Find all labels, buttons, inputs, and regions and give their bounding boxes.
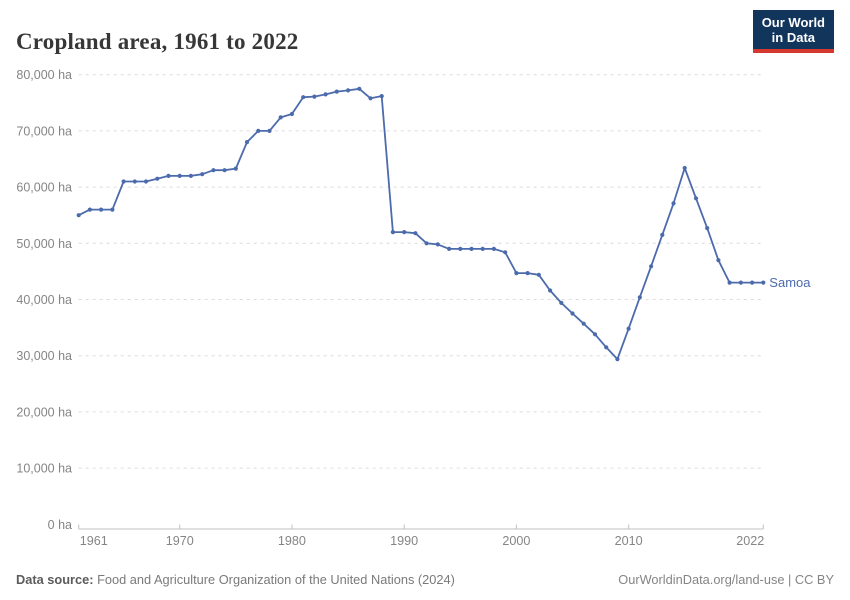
owid-logo-line1: Our World [761, 15, 825, 30]
data-point-marker [110, 207, 115, 212]
data-point-marker [76, 213, 81, 218]
data-source-text: Food and Agriculture Organization of the… [93, 572, 455, 587]
data-point-marker [166, 173, 171, 178]
chart-footer: Data source: Food and Agriculture Organi… [16, 572, 834, 587]
data-point-marker [334, 89, 339, 94]
data-point-marker [626, 326, 631, 331]
data-point-marker [413, 231, 418, 236]
data-point-marker [346, 88, 351, 93]
data-point-marker [301, 95, 306, 100]
data-point-marker [99, 207, 104, 212]
y-axis-tick-label: 40,000 ha [16, 293, 72, 307]
x-axis-tick-label: 1990 [390, 534, 418, 548]
data-line-samoa [77, 87, 765, 361]
data-point-marker [435, 242, 440, 247]
data-point-marker [188, 173, 193, 178]
data-point-marker [480, 246, 485, 251]
y-axis-tick-label: 70,000 ha [16, 124, 72, 138]
data-point-marker [200, 172, 205, 177]
credit-link[interactable]: OurWorldinData.org/land-use | CC BY [618, 572, 834, 587]
data-point-marker [559, 300, 564, 305]
data-point-marker [536, 272, 541, 277]
data-point-marker [323, 92, 328, 97]
y-axis-tick-label: 10,000 ha [16, 462, 72, 476]
x-axis-tick-label: 2010 [615, 534, 643, 548]
data-point-marker [132, 179, 137, 184]
data-point-marker [222, 168, 227, 173]
data-point-marker [615, 357, 620, 362]
data-point-marker [671, 201, 676, 206]
data-point-marker [469, 246, 474, 251]
data-point-marker [514, 271, 519, 276]
owid-logo-line2: in Data [771, 30, 816, 45]
data-point-marker [177, 173, 182, 178]
data-point-marker [121, 179, 126, 184]
data-point-marker [682, 165, 687, 171]
data-point-marker [424, 241, 429, 246]
y-axis-tick-label: 20,000 ha [16, 405, 72, 419]
data-point-marker [312, 94, 317, 99]
y-axis-tick-label: 80,000 ha [16, 68, 72, 82]
data-point-marker [592, 332, 598, 337]
data-point-marker [458, 246, 463, 251]
y-axis-tick-label: 30,000 ha [16, 349, 72, 363]
data-point-marker [244, 140, 250, 145]
data-point-marker [289, 111, 294, 117]
data-point-marker [716, 258, 721, 263]
data-point-marker [357, 86, 362, 91]
data-point-marker [379, 94, 384, 99]
data-point-marker [447, 246, 452, 251]
data-source-note: Data source: Food and Agriculture Organi… [16, 572, 455, 587]
x-axis-tick-label: 1980 [278, 534, 306, 548]
data-point-marker [390, 230, 395, 235]
data-source-label: Data source: [16, 572, 94, 587]
x-axis-tick-label: 2000 [502, 534, 530, 548]
data-point-marker [693, 196, 699, 201]
x-axis-tick-label: 1970 [166, 534, 194, 548]
data-point-marker [727, 280, 732, 285]
data-point-marker [402, 230, 407, 235]
x-axis-tick-label: 2022 [736, 534, 764, 548]
data-point-marker [143, 179, 149, 184]
x-axis-tick-label: 1961 [80, 534, 108, 548]
data-point-marker [155, 176, 160, 181]
data-point-marker [503, 250, 508, 255]
page-title: Cropland area, 1961 to 2022 [16, 29, 299, 55]
data-point-marker [525, 271, 530, 276]
data-point-marker [738, 280, 744, 285]
y-axis-tick-label: 0 ha [48, 518, 72, 532]
data-point-marker [211, 168, 216, 173]
y-axis-tick-label: 50,000 ha [16, 237, 72, 251]
data-point-marker [750, 280, 755, 285]
data-point-marker [637, 295, 642, 300]
data-point-marker [87, 207, 92, 212]
owid-logo[interactable]: Our World in Data [752, 10, 834, 53]
data-point-marker [491, 246, 496, 251]
data-point-marker [368, 96, 373, 101]
data-point-marker [581, 321, 586, 326]
data-point-marker [761, 280, 766, 285]
data-point-marker [256, 128, 261, 133]
series-label-samoa: Samoa [769, 275, 811, 290]
data-point-marker [705, 226, 710, 231]
y-axis-tick-label: 60,000 ha [16, 181, 72, 195]
data-point-marker [570, 311, 575, 316]
data-point-marker [604, 345, 609, 350]
data-point-marker [267, 128, 272, 133]
data-point-marker [233, 166, 238, 171]
data-point-marker [649, 264, 654, 269]
data-point-marker [660, 232, 665, 237]
data-point-marker [548, 288, 553, 293]
data-point-marker [278, 115, 283, 120]
